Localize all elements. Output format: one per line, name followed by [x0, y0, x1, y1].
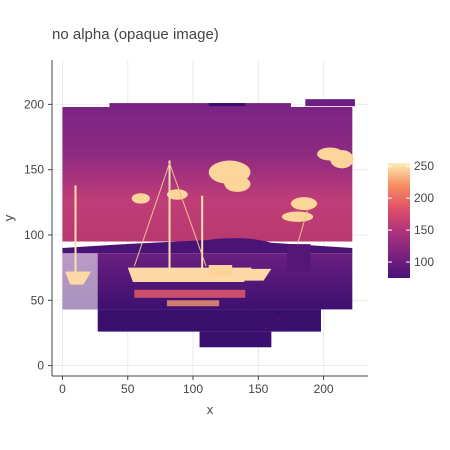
pixel-fleck — [277, 318, 280, 320]
cloud — [224, 176, 250, 192]
y-tick-label: 150 — [24, 163, 44, 177]
x-axis-label: x — [207, 402, 214, 417]
colorbar-tick-label: 100 — [414, 255, 434, 269]
colorbar-tick-label: 250 — [414, 159, 434, 173]
reflection-tail — [200, 332, 272, 348]
sky-region — [62, 107, 352, 241]
cloud — [330, 150, 354, 168]
y-tick-label: 100 — [24, 228, 44, 242]
lower-water-block — [98, 309, 321, 331]
colorbar-tick-label: 150 — [414, 223, 434, 237]
pixel-fleck — [282, 305, 285, 307]
x-tick-label: 150 — [248, 382, 268, 396]
top-band — [109, 103, 291, 107]
cloud — [282, 211, 313, 221]
reflection — [134, 290, 245, 298]
boat-cabin — [209, 265, 233, 277]
y-tick-label: 50 — [31, 293, 45, 307]
pixel-fleck — [252, 309, 255, 311]
cloud — [291, 197, 317, 210]
x-tick-label: 0 — [59, 382, 66, 396]
y-tick-label: 200 — [24, 97, 44, 111]
x-tick-label: 100 — [183, 382, 203, 396]
pixel-fleck — [271, 298, 274, 300]
reflection — [167, 300, 219, 306]
top-band — [305, 99, 355, 106]
colorbar: 100 150 200 250 — [388, 159, 434, 278]
top-band-dark — [209, 103, 246, 106]
heatmap-image — [62, 99, 354, 347]
pixel-fleck — [260, 331, 263, 333]
x-tick-label: 50 — [121, 382, 135, 396]
pixel-fleck — [264, 327, 267, 329]
x-tick-label: 200 — [314, 382, 334, 396]
y-axis-label: y — [1, 214, 16, 221]
cloud — [132, 193, 150, 203]
boat-cabin — [287, 244, 311, 271]
pixel-fleck — [279, 327, 282, 329]
colorbar-gradient — [388, 163, 410, 278]
colorbar-tick-label: 200 — [414, 191, 434, 205]
y-tick-label: 0 — [37, 359, 44, 373]
